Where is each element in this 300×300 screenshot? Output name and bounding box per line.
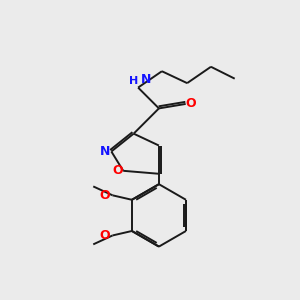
Text: O: O [186,98,196,110]
Text: H: H [129,76,138,86]
Text: N: N [100,145,111,158]
Text: O: O [100,229,110,242]
Text: O: O [112,164,123,177]
Text: N: N [140,73,151,86]
Text: O: O [100,189,110,202]
